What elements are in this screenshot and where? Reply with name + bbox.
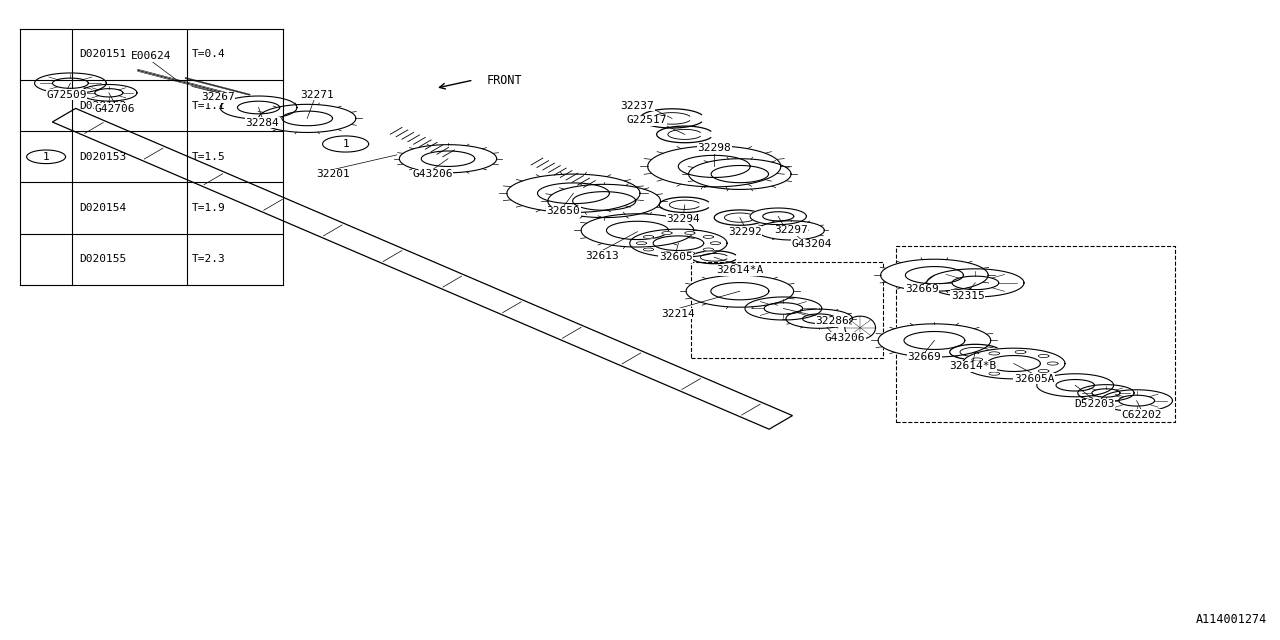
Polygon shape [644,236,654,238]
Polygon shape [963,348,1065,379]
Text: G42706: G42706 [95,104,136,114]
Polygon shape [630,229,727,257]
Text: T=1.1: T=1.1 [192,100,225,111]
Polygon shape [1101,390,1172,412]
Text: G43204: G43204 [791,239,832,250]
Polygon shape [845,316,876,339]
Polygon shape [758,221,824,240]
Text: D020152: D020152 [79,100,127,111]
Polygon shape [1038,355,1050,358]
Polygon shape [786,309,852,328]
Polygon shape [1015,351,1027,354]
Text: 32284: 32284 [246,118,279,128]
Polygon shape [35,73,106,93]
Text: 32315: 32315 [951,291,984,301]
Polygon shape [972,358,983,361]
Polygon shape [685,252,695,255]
Text: 32669: 32669 [908,352,941,362]
Text: A114001274: A114001274 [1196,613,1267,626]
Polygon shape [662,232,672,234]
Text: 32605: 32605 [659,252,692,262]
Text: 32614*A: 32614*A [717,265,763,275]
Polygon shape [989,352,1000,355]
Polygon shape [644,248,654,251]
Text: 32297: 32297 [774,225,808,236]
Text: 32271: 32271 [301,90,334,100]
Text: 32214: 32214 [662,308,695,319]
Polygon shape [703,236,713,238]
Text: 32613: 32613 [585,251,618,261]
Text: G72509: G72509 [46,90,87,100]
Polygon shape [972,366,983,369]
Polygon shape [686,275,794,307]
Text: 32286: 32286 [815,316,849,326]
Text: 32614*B: 32614*B [950,361,996,371]
Polygon shape [399,145,497,173]
Text: C62202: C62202 [1121,410,1162,420]
Polygon shape [703,248,713,251]
Polygon shape [507,174,640,212]
Polygon shape [710,242,721,244]
Text: D020154: D020154 [79,203,127,213]
Polygon shape [689,159,791,189]
Polygon shape [662,252,672,255]
Text: D020153: D020153 [79,152,127,162]
Polygon shape [745,297,822,320]
Text: D020151: D020151 [79,49,127,60]
Text: 1: 1 [42,152,50,162]
Text: 1: 1 [342,139,349,149]
Polygon shape [1037,374,1114,397]
Text: 32292: 32292 [728,227,762,237]
Polygon shape [1047,362,1059,365]
Polygon shape [685,232,695,234]
Polygon shape [220,96,297,119]
Text: G43206: G43206 [412,169,453,179]
Text: 32294: 32294 [667,214,700,224]
Polygon shape [27,150,65,164]
Polygon shape [648,146,781,187]
Polygon shape [989,372,1000,375]
Polygon shape [581,214,694,247]
Polygon shape [548,184,660,218]
Text: T=0.4: T=0.4 [192,49,225,60]
Text: T=1.9: T=1.9 [192,203,225,213]
Polygon shape [927,269,1024,297]
Text: 32201: 32201 [316,169,349,179]
Polygon shape [878,324,991,357]
Text: 32669: 32669 [905,284,938,294]
Polygon shape [750,208,806,225]
Polygon shape [1038,369,1050,372]
Text: G22517: G22517 [626,115,667,125]
Text: 32605A: 32605A [1014,374,1055,384]
Text: E00624: E00624 [131,51,172,61]
Text: 32650: 32650 [547,206,580,216]
Polygon shape [323,136,369,152]
Text: G43206: G43206 [824,333,865,343]
Polygon shape [1015,373,1027,376]
Polygon shape [81,84,137,101]
Polygon shape [636,242,646,244]
Text: 32237: 32237 [621,100,654,111]
Text: D020155: D020155 [79,254,127,264]
Polygon shape [52,108,792,429]
Text: T=2.3: T=2.3 [192,254,225,264]
Polygon shape [1078,385,1134,401]
Polygon shape [259,104,356,132]
Text: T=1.5: T=1.5 [192,152,225,162]
Text: D52203: D52203 [1074,399,1115,410]
Text: 32298: 32298 [698,143,731,154]
Text: FRONT: FRONT [486,74,522,86]
Text: 32267: 32267 [201,92,234,102]
Polygon shape [881,259,988,291]
